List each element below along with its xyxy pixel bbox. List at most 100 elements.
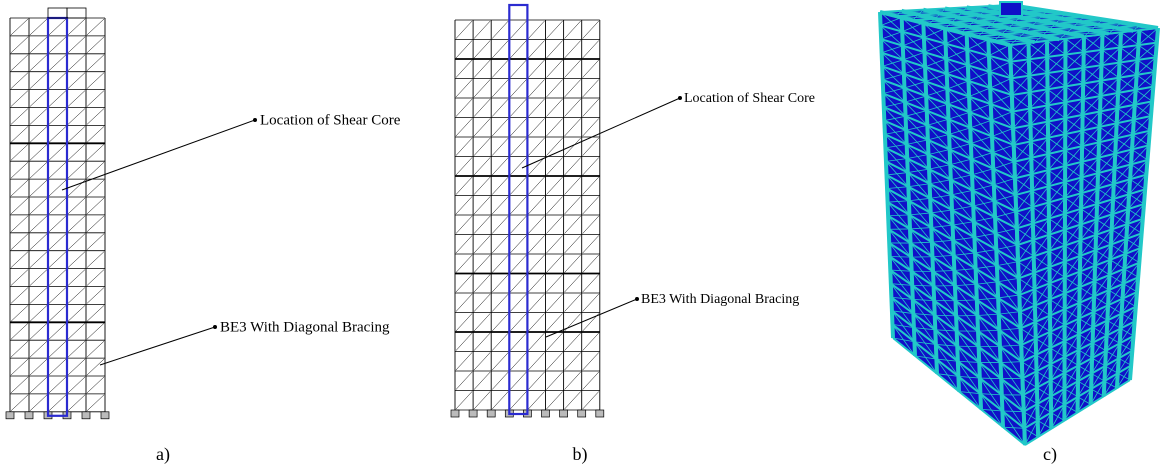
brace [564,157,581,176]
brace [546,371,563,390]
frame-brace [1128,174,1147,195]
brace [48,72,67,89]
brace [10,323,29,340]
frame-brace [1101,47,1121,66]
frame-brace [1097,168,1115,189]
support [486,409,496,418]
brace [528,293,545,312]
frame-brace [1078,296,1095,319]
frame-brace [975,265,997,269]
brace [10,394,29,411]
brace [582,118,599,137]
brace [67,90,86,107]
frame-brace [1095,229,1112,251]
frame-brace [1008,22,1015,29]
frame-brace [1134,86,1154,105]
brace [473,313,491,332]
frame-brace [1078,327,1094,351]
brace [10,251,29,268]
support [595,409,605,418]
frame-brace [908,183,930,188]
frame-brace [973,200,995,207]
frame-brace [1064,302,1080,326]
annotation: BE3 With Diagonal Bracing [220,319,390,335]
frame-brace [932,254,954,258]
frame-brace [912,299,935,302]
frame-brace [1021,338,1037,362]
frame-brace [924,43,946,53]
frame-brace [923,28,946,38]
frame-brace [1064,130,1083,151]
frame-brace [1029,88,1048,109]
brace [67,108,86,125]
frame-brace [904,81,926,89]
brace [510,20,527,39]
brace [546,118,563,137]
frame-brace [977,30,986,38]
brace [582,59,599,78]
leader-line [521,97,681,169]
frame-brace [1113,164,1132,185]
brace [10,197,29,215]
brace [492,137,509,156]
frame-brace [1065,51,1085,71]
brace [546,98,563,117]
brace [510,254,527,273]
brace [564,79,581,98]
frame-brace [1034,266,1050,290]
annotation: BE3 With Diagonal Bracing [641,292,799,307]
brace [582,332,599,351]
frame-brace [1037,15,1043,21]
brace [492,235,509,254]
frame-brace [1115,119,1135,139]
brace [67,323,86,340]
support [559,409,568,418]
brace [67,72,86,89]
frame-brace [934,13,941,19]
frame-brace [1017,239,1034,262]
panel-label: a) [156,444,170,465]
frame-brace [1114,21,1122,29]
frame-brace [999,344,1022,347]
frame-brace [1077,373,1092,398]
frame-brace [1097,153,1116,174]
frame-brace [1064,286,1080,310]
brace [473,215,491,234]
brace [582,235,599,254]
frame-brace [1064,333,1080,358]
brace [492,157,509,176]
brace [492,79,509,98]
frame-brace [1124,247,1141,270]
brace [510,371,527,390]
frame-brace [994,194,1016,202]
frame-brace [1048,197,1066,219]
frame-brace [927,133,950,141]
brace [455,59,473,78]
brace [582,293,599,312]
frame-brace [1091,335,1107,359]
frame-brace [1133,24,1140,32]
brace [86,376,105,394]
brace [67,376,86,394]
brace [67,126,86,143]
frame-brace [991,111,1013,121]
brace [473,137,491,156]
frame-brace [1090,380,1105,405]
brace [48,323,67,340]
frame-brace [1111,208,1129,230]
brace [10,162,29,179]
frames [5,3,605,420]
frame-brace [1064,365,1079,389]
frame-brace [1094,259,1111,282]
brace [455,118,473,137]
brace [492,371,509,390]
frame-brace [931,239,954,243]
frame-brace [970,136,993,144]
brace [510,391,527,410]
brace [86,162,105,179]
frame-brace [927,118,949,126]
frame-brace [998,294,1020,299]
frame-brace [932,270,955,272]
brace [86,394,105,411]
frame-brace [1122,277,1139,299]
